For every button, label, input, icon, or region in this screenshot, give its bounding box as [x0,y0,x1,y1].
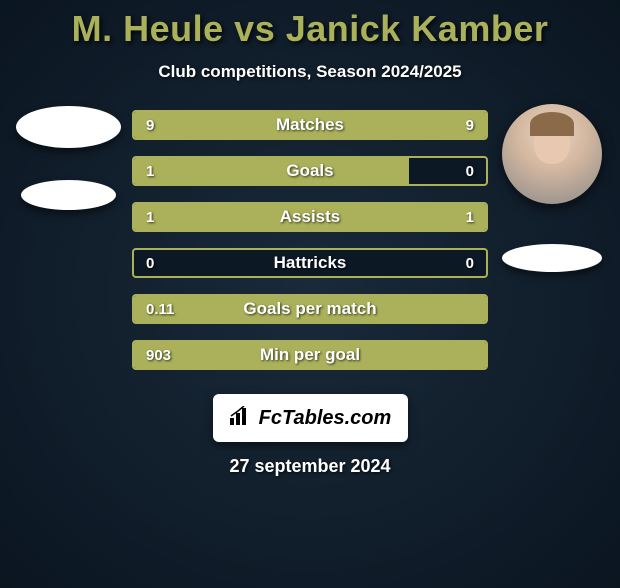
stat-row: 0 Hattricks 0 [132,248,488,278]
stat-label: Hattricks [274,253,347,273]
stat-bars-container: 9 Matches 9 1 Goals 0 1 Assists 1 0 Hattricks 0 0.11… [128,110,492,386]
left-player-column [8,110,128,210]
stat-row: 903 Min per goal [132,340,488,370]
chart-icon [229,406,253,431]
stat-value-left: 9 [146,117,154,134]
stat-value-left: 0 [146,255,154,272]
stat-value-left: 903 [146,347,171,364]
stat-label: Goals per match [243,299,376,319]
right-player-avatar [502,104,602,204]
stat-label: Min per goal [260,345,360,365]
stat-value-left: 1 [146,209,154,226]
stat-row: 1 Goals 0 [132,156,488,186]
branding-badge[interactable]: FcTables.com [213,394,408,442]
left-club-badge [21,180,116,210]
stat-row: 1 Assists 1 [132,202,488,232]
stat-value-right: 9 [466,117,474,134]
branding-text: FcTables.com [259,407,392,430]
left-player-avatar [16,106,121,148]
right-club-badge [502,244,602,272]
stat-value-right: 0 [466,163,474,180]
stat-row: 9 Matches 9 [132,110,488,140]
stat-value-left: 1 [146,163,154,180]
comparison-main: 9 Matches 9 1 Goals 0 1 Assists 1 0 Hattricks 0 0.11… [0,110,620,386]
stat-label: Goals [286,161,333,181]
stat-value-right: 1 [466,209,474,226]
stat-label: Matches [276,115,344,135]
page-subtitle: Club competitions, Season 2024/2025 [0,62,620,82]
date-label: 27 september 2024 [0,456,620,477]
stat-label: Assists [280,207,340,227]
page-title: M. Heule vs Janick Kamber [0,8,620,50]
stat-fill-left [134,158,409,184]
stat-value-right: 0 [466,255,474,272]
right-player-column [492,110,612,272]
stat-value-left: 0.11 [146,301,174,318]
stat-row: 0.11 Goals per match [132,294,488,324]
